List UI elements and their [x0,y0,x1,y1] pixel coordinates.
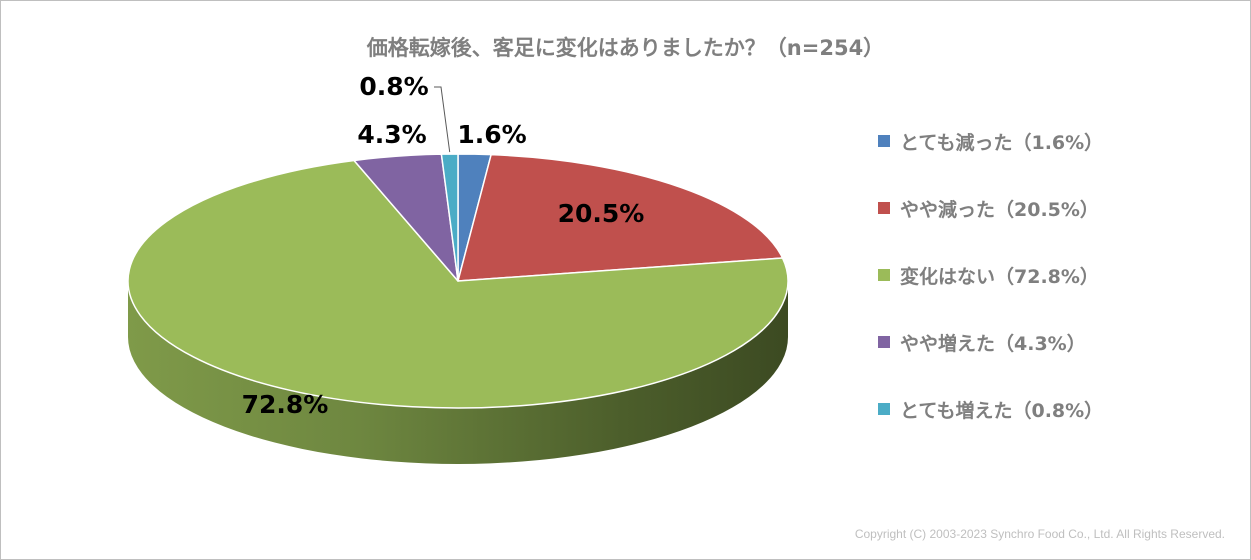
legend-swatch [878,135,890,147]
data-label: 4.3% [357,120,426,149]
legend-swatch [878,202,890,214]
pie-slice [440,153,459,282]
chart-title: 価格転嫁後、客足に変化はありましたか？（n=254） [366,36,885,60]
data-label: 20.5% [558,199,645,228]
data-label: 1.6% [457,120,526,149]
pie-data-labels-group: 1.6% 20.5% 72.8% 4.3% 0.8% [242,72,645,419]
pie-slice-side [128,281,788,464]
pie-slices-group [127,153,789,409]
legend-swatch [878,403,890,415]
legend-label: やや増えた（4.3%） [900,333,1086,355]
leader-line [434,86,451,153]
data-label: 72.8% [242,390,329,419]
legend-label: とても減った（1.6%） [900,132,1104,154]
legend-label: とても増えた（0.8%） [900,400,1104,422]
legend-swatch [878,336,890,348]
pie-depth-group [128,281,788,464]
legend-label: 変化はない（72.8%） [900,266,1099,288]
pie-slice [127,159,789,409]
data-label: 0.8% [359,72,428,101]
copyright-text: Copyright (C) 2003-2023 Synchro Food Co.… [854,527,1225,541]
pie-slice [457,153,784,282]
legend-swatch [878,269,890,281]
legend-label: やや減った（20.5%） [900,199,1099,221]
